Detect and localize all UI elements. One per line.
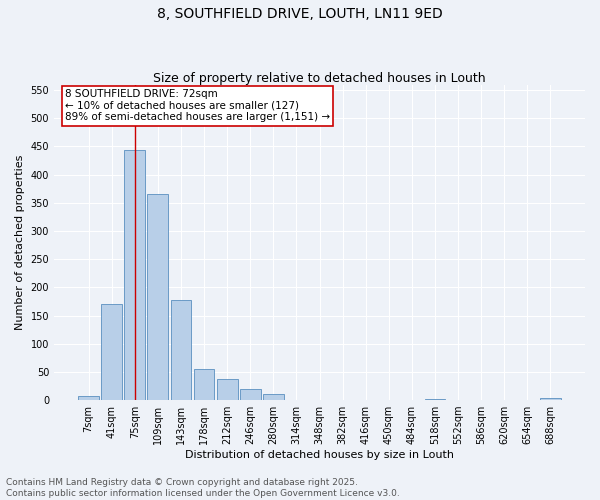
Text: 8, SOUTHFIELD DRIVE, LOUTH, LN11 9ED: 8, SOUTHFIELD DRIVE, LOUTH, LN11 9ED	[157, 8, 443, 22]
Bar	[78, 396, 99, 400]
Bar	[148, 194, 168, 400]
Bar	[240, 389, 260, 400]
Bar	[194, 369, 214, 400]
Y-axis label: Number of detached properties: Number of detached properties	[15, 154, 25, 330]
X-axis label: Distribution of detached houses by size in Louth: Distribution of detached houses by size …	[185, 450, 454, 460]
Bar	[170, 300, 191, 400]
Text: 8 SOUTHFIELD DRIVE: 72sqm
← 10% of detached houses are smaller (127)
89% of semi: 8 SOUTHFIELD DRIVE: 72sqm ← 10% of detac…	[65, 89, 330, 122]
Bar	[101, 304, 122, 400]
Title: Size of property relative to detached houses in Louth: Size of property relative to detached ho…	[153, 72, 486, 85]
Text: Contains HM Land Registry data © Crown copyright and database right 2025.
Contai: Contains HM Land Registry data © Crown c…	[6, 478, 400, 498]
Bar	[263, 394, 284, 400]
Bar	[425, 399, 445, 400]
Bar	[124, 150, 145, 400]
Bar	[540, 398, 561, 400]
Bar	[217, 378, 238, 400]
